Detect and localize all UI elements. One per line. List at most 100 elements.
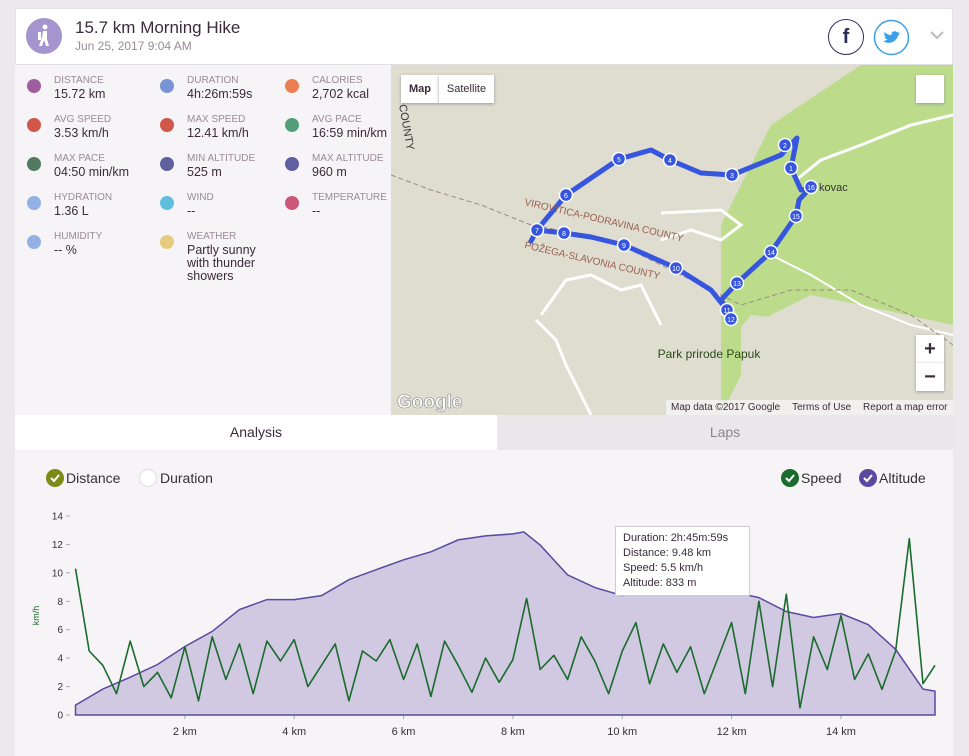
route-marker-label: 16 (807, 185, 815, 192)
stat-value: -- (187, 204, 196, 218)
route-marker-dot (729, 275, 745, 291)
stat-label: DISTANCE (54, 75, 104, 86)
stat-value: -- (312, 204, 321, 218)
stat-icon (160, 157, 174, 171)
route-marker-label: 14 (767, 250, 775, 257)
route-marker-dot (777, 137, 793, 153)
route-marker-label: 9 (622, 243, 626, 250)
tab-laps[interactable]: Laps (497, 415, 953, 450)
legend-marker-circle (859, 469, 877, 487)
route-marker-label: 15 (792, 214, 800, 221)
stat-icon (285, 118, 299, 132)
route-marker: 7 (529, 222, 545, 238)
collapse-toggle[interactable] (930, 31, 944, 41)
map-place: kovac (819, 182, 848, 194)
stat-icon (285, 79, 299, 93)
speed-line (74, 537, 936, 709)
stat-label: WIND (187, 192, 214, 203)
y-tick-label: 2 (57, 682, 63, 693)
twitter-share[interactable] (873, 19, 910, 56)
route-marker: 2 (777, 137, 793, 153)
y-tick-label: 12 (52, 540, 64, 551)
stat-icon (285, 196, 299, 210)
route-marker-dot (611, 151, 627, 167)
map-type-map[interactable]: Map (401, 75, 439, 103)
legend-marker[interactable] (781, 469, 799, 487)
stat-icon (27, 79, 41, 93)
x-tick-label: 6 km (392, 726, 416, 738)
route-marker-dot (556, 225, 572, 241)
map-logo: Google (397, 392, 462, 413)
stats-panel: DISTANCE 15.72 km DURATION 4h:26m:59s CALORI… (15, 65, 391, 415)
stat-label: MAX ALTITUDE (312, 153, 384, 164)
stat-value: Partly sunny with thunder showers (187, 243, 256, 283)
tooltip-line: Distance: 9.48 km (623, 547, 712, 559)
route-marker-dot (803, 179, 819, 195)
route-marker-dot (616, 237, 632, 253)
route-marker-label: 5 (617, 157, 621, 164)
altitude-area (74, 531, 936, 716)
stat-icon (285, 157, 299, 171)
route-marker: 13 (729, 275, 745, 291)
toggle-distance[interactable] (46, 469, 64, 487)
x-tick-label: 4 km (282, 726, 306, 738)
stat-label: MIN ALTITUDE (187, 153, 256, 164)
y-tick-label: 4 (57, 654, 63, 665)
stat-label: AVG SPEED (54, 114, 112, 125)
stat-icon (27, 157, 41, 171)
legend-label: Altitude (879, 470, 926, 486)
header: 15.7 km Morning Hike Jun 25, 2017 9:04 A… (15, 8, 953, 65)
map-zoom-in[interactable]: + (916, 335, 944, 363)
map-attribution-bar: Map data ©2017 Google Terms of Use Report … (666, 400, 953, 415)
route-marker-label: 10 (672, 266, 680, 273)
stat-label: TEMPERATURE (312, 192, 387, 203)
stat-icon (27, 235, 41, 249)
route-marker-dot (558, 187, 574, 203)
route-marker: 15 (788, 208, 804, 224)
chart-tooltip: Duration: 2h:45m:59s Distance: 9.48 km Spe… (615, 526, 750, 596)
legend-label: Speed (801, 470, 841, 486)
legend-marker[interactable] (859, 469, 877, 487)
route-marker-label: 8 (562, 231, 566, 238)
stat-label: MAX PACE (54, 153, 105, 164)
map[interactable]: 1 2 3 4 5 6 7 8 9 10 11 12 13 14 15 16 kovac COUNTY VIROVI… (391, 65, 953, 415)
stat-value: 3.53 km/h (54, 126, 109, 140)
route-marker-label: 7 (535, 228, 539, 235)
stat-icon (160, 118, 174, 132)
legend-marker-circle (781, 469, 799, 487)
x-tick-label: 12 km (717, 726, 747, 738)
map-report[interactable]: Report a map error (863, 402, 948, 413)
stat-label: MAX SPEED (187, 114, 246, 125)
route-marker-dot (788, 208, 804, 224)
stat-label: WEATHER (187, 231, 237, 242)
route-marker-dot (724, 167, 740, 183)
route-marker: 4 (662, 152, 678, 168)
stat-value: 12.41 km/h (187, 126, 249, 140)
map-zoom-out[interactable]: − (916, 363, 944, 391)
y-tick-label: 8 (57, 597, 63, 608)
y-tick-label: 10 (52, 568, 64, 579)
x-tick-label: 8 km (501, 726, 525, 738)
toggle-duration[interactable] (139, 469, 157, 487)
map-county-edge: COUNTY (396, 103, 416, 151)
stat-value: 04:50 min/km (54, 165, 130, 179)
route-marker: 5 (611, 151, 627, 167)
legend-marker-check (785, 474, 795, 483)
activity-icon (26, 18, 62, 54)
route-marker-label: 2 (783, 143, 787, 150)
map-park: Park prirode Papuk (658, 347, 762, 361)
route-marker: 16 (803, 179, 819, 195)
stat-value: 2,702 kcal (312, 87, 369, 101)
map-type-satellite[interactable]: Satellite (439, 75, 494, 103)
map-terms[interactable]: Terms of Use (792, 402, 852, 413)
route-marker-dot (662, 152, 678, 168)
chart: 0 2 4 6 8 10 12 14 2 km 4 km 6 km 8 km 10 km 12 km 14 … (31, 469, 936, 738)
map-fullscreen[interactable] (916, 75, 944, 103)
route-marker-label: 12 (727, 317, 735, 324)
facebook-share[interactable]: f (828, 19, 864, 55)
stat-value: 16:59 min/km (312, 126, 388, 140)
x-tick-label: 10 km (607, 726, 637, 738)
tab-analysis[interactable]: Analysis (15, 415, 497, 450)
stat-icon (27, 196, 41, 210)
route-marker-label: 1 (789, 166, 793, 173)
